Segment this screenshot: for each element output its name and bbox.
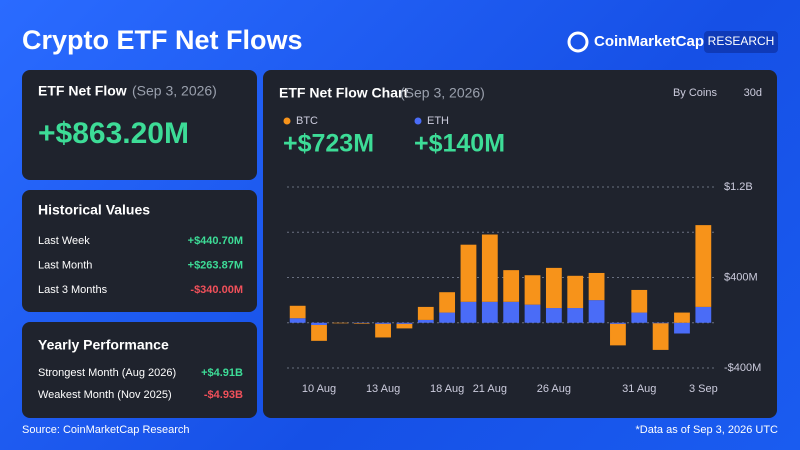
bar-segment [652, 323, 669, 350]
panel [22, 70, 257, 180]
bar-segment [588, 300, 605, 323]
panel [22, 322, 257, 418]
bar-segment [417, 306, 434, 320]
panel [263, 70, 777, 418]
bar-segment [503, 301, 520, 323]
bar-segment [332, 322, 349, 324]
row-label: Last Week [38, 235, 90, 247]
control[interactable]: 30d [744, 87, 762, 99]
badge-text: RESEARCH [708, 34, 775, 48]
bar-segment [524, 304, 541, 323]
note: *Data as of Sep 3, 2026 UTC [636, 424, 779, 436]
date: (Sep 3, 2026) [132, 83, 217, 99]
bar-segment [674, 322, 690, 334]
legend-dot [414, 117, 422, 125]
legend-total: +$723M [283, 130, 374, 158]
bar-segment [631, 312, 648, 323]
legend-label: ETH [427, 115, 449, 127]
bar-segment [481, 234, 498, 302]
y-tick-label: $400M [724, 271, 758, 283]
bar-segment [524, 275, 541, 305]
label: ETF Net Flow [38, 83, 127, 99]
bar-segment [375, 322, 391, 324]
bar-segment [545, 267, 562, 309]
row-value: +$4.91B [201, 367, 243, 379]
badge [704, 31, 778, 53]
bar-segment [375, 323, 391, 338]
logo [567, 31, 589, 53]
bar-segment [631, 289, 648, 313]
row-value: +$263.87M [188, 259, 243, 271]
x-tick-label: 13 Aug [366, 383, 400, 395]
bar-segment [311, 322, 327, 326]
bar-segment [545, 308, 562, 323]
y-tick-label: -$400M [724, 362, 761, 374]
bar-segment [289, 318, 306, 323]
bar-segment [503, 270, 520, 302]
chart-subtitle: (Sep 3, 2026) [400, 85, 485, 101]
x-tick-label: 3 Sep [689, 383, 718, 395]
bar-segment [460, 244, 477, 302]
bar-segment [695, 225, 712, 307]
row-value: -$4.93B [204, 389, 243, 401]
bar-segment [439, 292, 456, 313]
row-value: +$440.70M [188, 235, 243, 247]
bar-segment [417, 319, 434, 323]
x-tick-label: 10 Aug [302, 383, 336, 395]
bar-segment [311, 325, 327, 341]
title: Crypto ETF Net Flows [22, 25, 303, 55]
source: Source: CoinMarketCap Research [22, 424, 190, 436]
legend-dot [283, 117, 291, 125]
x-tick-label: 26 Aug [537, 383, 571, 395]
bar-segment [674, 312, 690, 323]
bar-segment [610, 323, 626, 346]
x-tick-label: 18 Aug [430, 383, 464, 395]
bar-segment [396, 323, 413, 329]
section-title: Yearly Performance [38, 337, 169, 353]
panel [22, 190, 257, 312]
chart-title: ETF Net Flow Chart [279, 85, 408, 101]
row-value: -$340.00M [190, 284, 243, 296]
bar-segment [588, 272, 605, 301]
y-tick-label: $1.2B [724, 181, 753, 193]
bar-segment [695, 306, 712, 323]
row-label: Last 3 Months [38, 284, 108, 296]
x-tick-label: 21 Aug [473, 383, 507, 395]
legend-label: BTC [296, 115, 318, 127]
bar-segment [439, 312, 456, 323]
bar-segment [567, 275, 584, 309]
row-label: Weakest Month (Nov 2025) [38, 389, 172, 401]
section-title: Historical Values [38, 202, 150, 218]
row-label: Last Month [38, 259, 92, 271]
bar-segment [460, 301, 477, 323]
bar-segment [396, 322, 413, 324]
legend-total: +$140M [414, 130, 505, 158]
bar-segment [610, 322, 626, 324]
brand: CoinMarketCap [594, 33, 704, 50]
control[interactable]: By Coins [673, 87, 718, 99]
x-tick-label: 31 Aug [622, 383, 656, 395]
net-value: +$863.20M [38, 117, 189, 150]
bar-segment [481, 301, 498, 323]
bar-segment [652, 322, 669, 324]
row-label: Strongest Month (Aug 2026) [38, 367, 176, 379]
bar-segment [353, 323, 370, 324]
bar-segment [289, 305, 306, 319]
bar-segment [567, 308, 584, 323]
